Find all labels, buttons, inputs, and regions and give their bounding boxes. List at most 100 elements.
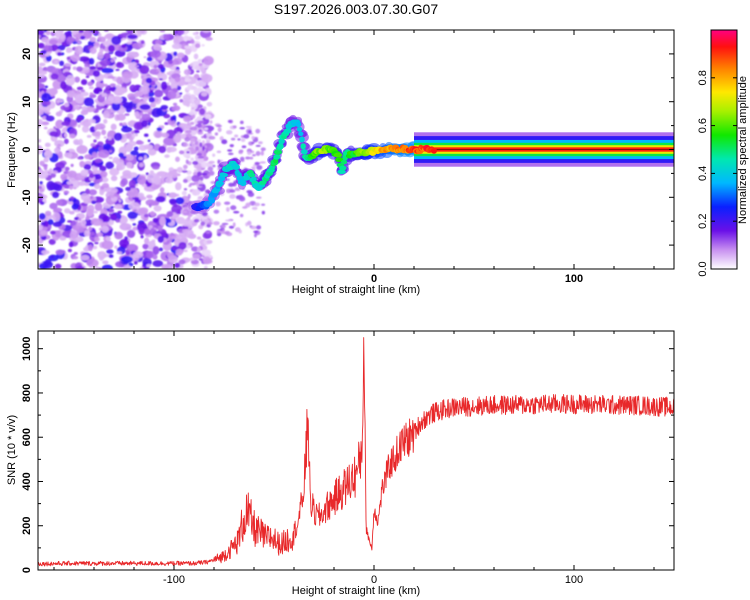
noise-blob	[74, 93, 85, 104]
noise-blob	[69, 231, 78, 240]
noise-blob	[38, 145, 42, 151]
noise-blob	[198, 258, 204, 261]
noise-blob	[148, 225, 153, 229]
noise-blob	[239, 120, 244, 125]
noise-blob	[100, 170, 108, 178]
noise-blob	[199, 142, 203, 148]
noise-blob	[185, 159, 189, 164]
noise-blob	[179, 92, 183, 95]
noise-blob	[110, 123, 117, 131]
y-tick-label: 200	[21, 517, 33, 535]
noise-blob	[201, 161, 208, 168]
noise-blob	[183, 164, 188, 170]
noise-blob	[178, 37, 183, 42]
noise-blob	[45, 54, 52, 62]
noise-blob	[251, 166, 256, 170]
noise-blob	[168, 78, 176, 83]
ridge-core	[273, 154, 281, 160]
noise-blob	[157, 63, 164, 70]
noise-blob	[146, 56, 153, 62]
noise-blob	[163, 137, 176, 146]
noise-blob	[225, 207, 230, 212]
noise-blob	[115, 218, 121, 223]
noise-blob	[246, 132, 254, 135]
noise-blob	[78, 56, 90, 62]
noise-blob	[160, 81, 168, 91]
noise-blob	[78, 217, 82, 222]
noise-blob	[146, 263, 152, 268]
noise-blob	[87, 81, 94, 87]
noise-blob	[43, 157, 49, 163]
noise-blob	[80, 79, 88, 86]
noise-blob	[192, 32, 197, 36]
noise-blob	[202, 142, 214, 152]
noise-blob	[115, 87, 126, 95]
noise-blob	[206, 101, 213, 107]
noise-blob	[114, 231, 124, 240]
noise-blob	[109, 150, 113, 153]
noise-blob	[139, 266, 144, 269]
noise-blob	[201, 30, 211, 33]
noise-blob	[167, 170, 179, 179]
noise-blob	[159, 216, 166, 227]
noise-blob	[119, 239, 130, 248]
figure-title: S197.2026.003.07.30.G07	[274, 1, 438, 17]
noise-blob	[38, 197, 42, 200]
noise-blob	[94, 173, 102, 180]
noise-blob	[101, 264, 113, 269]
noise-blob	[258, 141, 263, 145]
noise-blob	[182, 94, 191, 101]
noise-blob	[187, 193, 191, 199]
noise-blob	[97, 51, 104, 60]
noise-blob	[111, 102, 121, 111]
noise-blob	[49, 202, 58, 210]
noise-blob	[89, 66, 97, 70]
noise-blob	[54, 60, 58, 64]
noise-blob	[119, 223, 132, 231]
noise-blob	[45, 115, 55, 122]
noise-blob	[255, 151, 261, 156]
noise-blob	[183, 69, 191, 76]
noise-blob	[193, 53, 199, 60]
noise-blob	[71, 203, 79, 210]
noise-blob	[151, 239, 156, 243]
noise-blob	[134, 91, 144, 96]
spectrogram-noise	[38, 30, 266, 269]
noise-blob	[101, 129, 107, 136]
noise-blob	[55, 199, 63, 206]
noise-blob	[185, 133, 192, 138]
noise-blob	[217, 127, 222, 133]
ridge-core	[276, 143, 284, 150]
noise-blob	[149, 201, 158, 206]
noise-blob	[126, 51, 140, 58]
noise-blob	[45, 30, 51, 36]
noise-blob	[40, 230, 47, 236]
noise-blob	[39, 73, 45, 79]
colorbar-tick-label: 0.2	[697, 214, 709, 229]
noise-blob	[126, 41, 133, 45]
noise-blob	[106, 72, 110, 76]
x-tick-label: -100	[163, 273, 185, 285]
noise-blob	[191, 174, 201, 182]
noise-blob	[237, 138, 241, 141]
noise-blob	[38, 185, 43, 190]
noise-blob	[166, 71, 171, 76]
noise-blob	[157, 225, 163, 232]
noise-blob	[116, 162, 126, 171]
ridge-core	[295, 121, 302, 128]
noise-blob	[239, 127, 246, 130]
noise-blob	[169, 198, 177, 205]
noise-blob	[122, 122, 127, 126]
ridge-core	[339, 165, 347, 171]
noise-blob	[41, 70, 48, 75]
noise-blob	[44, 142, 51, 148]
noise-blob	[41, 221, 46, 226]
noise-blob	[195, 146, 199, 151]
noise-blob	[39, 181, 43, 185]
noise-blob	[196, 123, 202, 128]
noise-blob	[126, 229, 136, 238]
noise-blob	[145, 145, 153, 150]
noise-blob	[66, 56, 71, 60]
noise-blob	[196, 236, 202, 240]
